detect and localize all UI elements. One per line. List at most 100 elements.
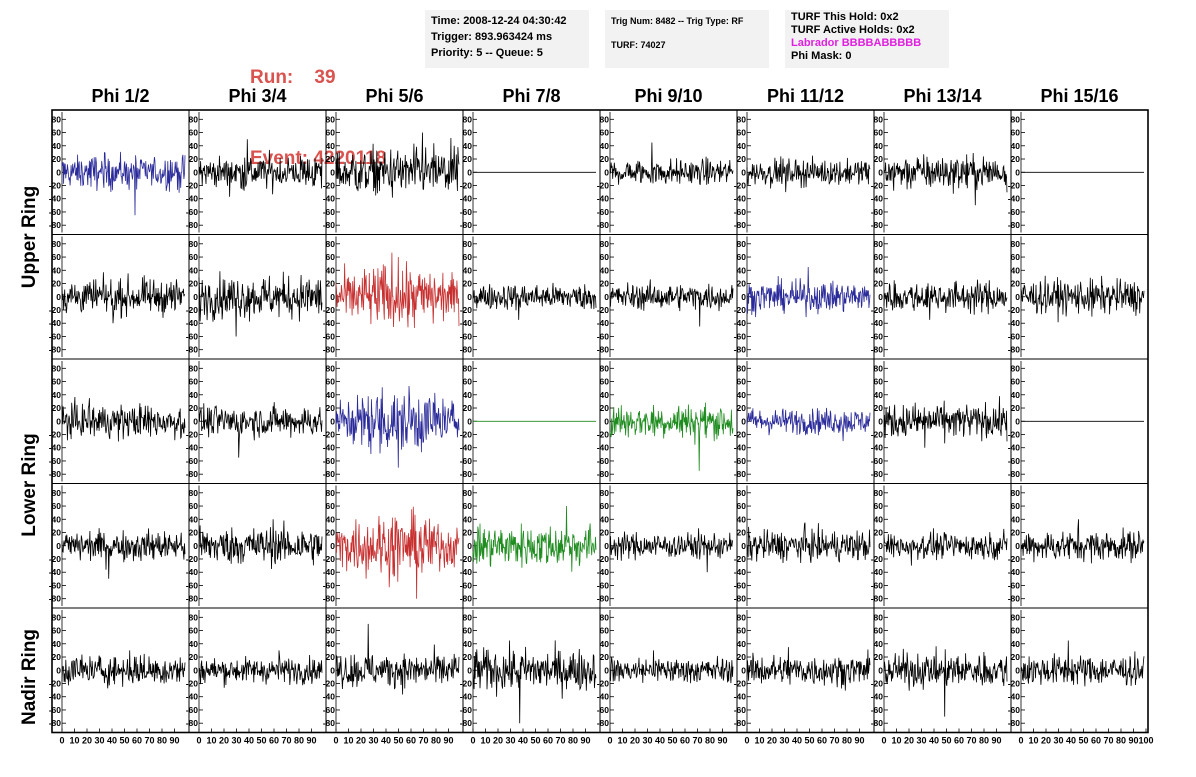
y-tick-label: -80 [1008, 469, 1021, 479]
y-tick-label: 80 [874, 612, 884, 622]
run-label: Run: [250, 67, 294, 88]
y-tick-label: -40 [734, 443, 747, 453]
y-tick-label: 0 [467, 541, 472, 551]
x-tick-label: 0 [881, 736, 886, 746]
y-tick-label: 60 [326, 128, 336, 138]
y-tick-label: -60 [49, 456, 62, 466]
y-tick-label: 60 [463, 501, 473, 511]
y-tick-label: 60 [463, 128, 473, 138]
y-tick-label: 0 [878, 541, 883, 551]
y-tick-label: 0 [878, 167, 883, 177]
y-tick-label: 80 [52, 488, 62, 498]
y-tick-label: 0 [741, 541, 746, 551]
y-tick-label: -40 [323, 194, 336, 204]
x-tick-label: 60 [406, 736, 416, 746]
y-tick-label: 40 [463, 639, 473, 649]
y-tick-label: -80 [597, 718, 610, 728]
y-tick-label: 20 [463, 403, 473, 413]
y-tick-label: -20 [1008, 554, 1021, 564]
y-tick-label: -20 [597, 305, 610, 315]
y-tick-label: 40 [1011, 514, 1021, 524]
y-tick-label: 80 [52, 612, 62, 622]
x-tick-label: 70 [1103, 736, 1113, 746]
y-tick-label: -80 [186, 718, 199, 728]
y-tick-label: -60 [734, 705, 747, 715]
y-tick-label: 20 [52, 652, 62, 662]
y-tick-label: -40 [460, 443, 473, 453]
x-tick-label: 10 [69, 736, 79, 746]
y-tick-label: -80 [871, 469, 884, 479]
y-tick-label: -60 [871, 705, 884, 715]
y-tick-label: 0 [741, 167, 746, 177]
y-tick-label: 80 [326, 488, 336, 498]
y-tick-label: 80 [463, 612, 473, 622]
y-tick-label: 20 [737, 279, 747, 289]
x-tick-label: 80 [431, 736, 441, 746]
y-tick-label: 80 [463, 239, 473, 249]
trigger-info-box: Trig Num: 8482 -- Trig Type: RF TURF: 74… [605, 10, 769, 68]
y-tick-label: 40 [326, 390, 336, 400]
y-tick-label: 80 [52, 239, 62, 249]
y-tick-label: -60 [323, 456, 336, 466]
y-tick-label: -20 [734, 678, 747, 688]
x-tick-label: 0 [1018, 736, 1023, 746]
y-tick-label: 0 [604, 167, 609, 177]
column-header-phi-7-8: Phi 7/8 [502, 86, 561, 106]
y-tick-label: -60 [734, 580, 747, 590]
y-tick-label: -40 [460, 692, 473, 702]
y-tick-label: 0 [193, 665, 198, 675]
y-tick-label: -80 [871, 220, 884, 230]
x-tick-label: 50 [530, 736, 540, 746]
x-tick-label: 0 [470, 736, 475, 746]
x-tick-label: 40 [792, 736, 802, 746]
y-tick-label: -40 [597, 194, 610, 204]
y-tick-label: 40 [326, 514, 336, 524]
y-tick-label: 20 [600, 403, 610, 413]
y-tick-label: 40 [463, 514, 473, 524]
y-tick-label: -40 [186, 443, 199, 453]
y-tick-label: 60 [737, 626, 747, 636]
y-tick-label: 20 [737, 528, 747, 538]
y-tick-label: -40 [323, 692, 336, 702]
y-tick-label: -80 [597, 469, 610, 479]
y-tick-label: -40 [734, 194, 747, 204]
y-tick-label: 0 [604, 665, 609, 675]
y-tick-label: 40 [189, 514, 199, 524]
x-tick-label: 40 [1066, 736, 1076, 746]
y-tick-label: -20 [323, 180, 336, 190]
y-tick-label: 40 [52, 390, 62, 400]
y-tick-label: 80 [1011, 239, 1021, 249]
column-header-phi-5-6: Phi 5/6 [365, 86, 424, 106]
waveform-trace [198, 402, 323, 458]
y-tick-label: 0 [330, 541, 335, 551]
y-tick-label: 40 [874, 639, 884, 649]
y-tick-label: 0 [56, 541, 61, 551]
y-tick-label: 20 [463, 528, 473, 538]
x-tick-label: 60 [132, 736, 142, 746]
x-tick-label: 70 [692, 736, 702, 746]
y-tick-label: -80 [323, 345, 336, 355]
turf-this-hold-text: TURF This Hold: 0x2 [791, 11, 899, 23]
y-tick-label: 20 [874, 652, 884, 662]
waveform-trace [198, 519, 323, 570]
y-tick-label: 20 [600, 652, 610, 662]
x-tick-label: 70 [555, 736, 565, 746]
x-tick-label: 20 [1041, 736, 1051, 746]
y-tick-label: 60 [52, 501, 62, 511]
y-tick-label: -20 [460, 180, 473, 190]
y-tick-label: -60 [734, 331, 747, 341]
x-tick-label: 30 [231, 736, 241, 746]
x-tick-label: 20 [630, 736, 640, 746]
y-tick-label: 20 [189, 154, 199, 164]
waveform-trace [1020, 275, 1145, 323]
y-tick-label: -80 [734, 469, 747, 479]
y-tick-label: 20 [1011, 154, 1021, 164]
y-tick-label: -20 [871, 429, 884, 439]
y-tick-label: -40 [323, 318, 336, 328]
waveform-trace [198, 271, 323, 337]
y-tick-label: 40 [874, 141, 884, 151]
waveform-trace [1020, 519, 1145, 564]
y-tick-label: -60 [49, 331, 62, 341]
y-tick-label: -40 [1008, 318, 1021, 328]
